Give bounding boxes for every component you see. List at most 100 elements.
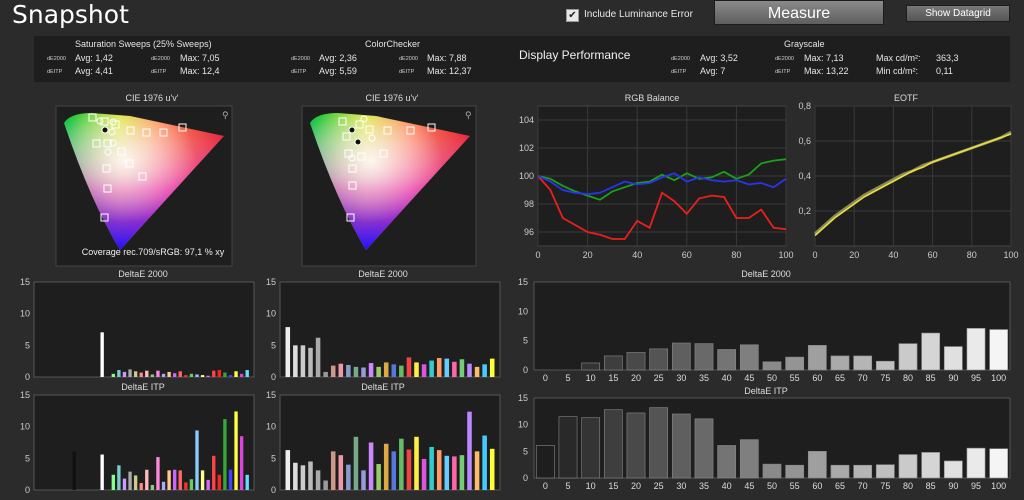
small1-title: DeltaE 2000 xyxy=(358,269,408,279)
bar xyxy=(239,373,244,377)
bar xyxy=(376,464,381,490)
bar xyxy=(223,419,227,490)
cie2-measured xyxy=(348,115,376,162)
measure-button[interactable]: Measure xyxy=(714,0,884,25)
x-tick-label: 100 xyxy=(778,250,793,260)
cc-key2: dEITP xyxy=(291,69,307,75)
bar xyxy=(178,470,182,490)
bar xyxy=(217,370,221,377)
plot-area xyxy=(279,394,501,491)
bar xyxy=(361,470,366,490)
gs-maxcd-value: 363,3 xyxy=(936,53,959,63)
bar xyxy=(330,365,336,377)
series-line-blue xyxy=(537,172,787,196)
bar xyxy=(581,362,601,371)
y-tick-label: 10 xyxy=(266,309,276,319)
cc-de2000-chart: DeltaE 2000 15 10 5 0 xyxy=(266,269,501,382)
y-tick-label: 15 xyxy=(20,277,30,287)
bar xyxy=(875,464,895,479)
eotf-grid xyxy=(814,105,1012,246)
bar xyxy=(323,480,328,490)
y-tick-label: 5 xyxy=(271,340,276,350)
y-tick-label: 5 xyxy=(25,340,30,350)
bar xyxy=(989,448,1009,479)
gs-mincd-value: 0,11 xyxy=(936,66,953,76)
y-tick-label: 0 xyxy=(25,485,30,495)
bar xyxy=(234,371,238,377)
x-tick-label: 15 xyxy=(608,481,618,491)
y-tick-label: 5 xyxy=(271,453,276,463)
bar xyxy=(853,355,873,371)
y-tick-label: 0,6 xyxy=(798,136,811,146)
bar xyxy=(399,365,404,377)
bar xyxy=(452,361,457,377)
bar xyxy=(139,483,143,490)
y-tick-label: 98 xyxy=(524,199,534,209)
show-datagrid-button[interactable]: Show Datagrid xyxy=(906,5,1010,22)
y-tick-label: 0,2 xyxy=(798,206,811,216)
bar xyxy=(467,411,472,490)
bar xyxy=(167,371,171,377)
x-tick-label: 25 xyxy=(654,481,664,491)
bar xyxy=(167,470,171,490)
bar xyxy=(173,373,177,377)
zoom-icon-2[interactable]: ⚲ xyxy=(465,110,472,120)
bar xyxy=(414,362,419,377)
x-tick-label: 100 xyxy=(991,373,1006,383)
y-tick-label: 102 xyxy=(519,143,534,153)
zoom-icon[interactable]: ⚲ xyxy=(222,110,229,120)
plot-area xyxy=(279,281,501,378)
bar xyxy=(206,375,210,377)
bar xyxy=(156,370,160,377)
cc-max1: Max: 7,88 xyxy=(427,53,467,63)
y-tick-label: 0 xyxy=(523,365,528,375)
gs-key1b: dE2000 xyxy=(775,56,794,62)
y-tick-label: 10 xyxy=(20,309,30,319)
x-tick-label: 40 xyxy=(722,481,732,491)
bar xyxy=(128,471,132,490)
bar xyxy=(581,417,601,479)
bar xyxy=(195,430,199,490)
bar xyxy=(785,464,805,479)
x-tick-label: 40 xyxy=(888,250,898,260)
bar xyxy=(406,449,412,490)
y-tick-label: 15 xyxy=(518,393,528,403)
cie2-title: CIE 1976 u'v' xyxy=(366,93,419,103)
bar xyxy=(353,366,359,377)
rgb-lines xyxy=(537,158,787,240)
cc-deitp-chart: DeltaE ITP 15 10 5 0 xyxy=(266,382,501,495)
sat-max2: Max: 12,4 xyxy=(180,66,220,76)
x-tick-label: 35 xyxy=(699,481,709,491)
bar xyxy=(762,463,782,479)
bar xyxy=(111,474,115,490)
bar xyxy=(100,332,104,377)
y-tick-label: 10 xyxy=(20,422,30,432)
x-tick-label: 45 xyxy=(744,373,754,383)
bar xyxy=(649,348,669,371)
bar xyxy=(694,418,714,479)
x-tick-label: 0 xyxy=(543,481,548,491)
bar xyxy=(161,481,166,490)
bar xyxy=(421,458,427,490)
gs-max1: Max: 7,13 xyxy=(804,53,844,63)
sat-max1: Max: 7,05 xyxy=(180,53,220,63)
gs-max2: Max: 13,22 xyxy=(804,66,849,76)
sat-title: Saturation Sweeps (25% Sweeps) xyxy=(75,39,212,49)
x-tick-label: 70 xyxy=(858,481,868,491)
luminance-checkbox[interactable]: ✔ xyxy=(566,9,579,22)
cie2-gamut xyxy=(310,113,470,250)
bar xyxy=(603,409,623,479)
bar xyxy=(353,436,359,490)
bar xyxy=(228,469,233,490)
bar xyxy=(626,412,646,479)
cie1-title: CIE 1976 u'v' xyxy=(126,93,179,103)
bar xyxy=(694,343,714,371)
rgb-title: RGB Balance xyxy=(625,93,680,103)
luminance-label[interactable]: Include Luminance Error xyxy=(584,9,693,20)
bar xyxy=(943,460,963,479)
x-tick-label: 30 xyxy=(676,373,686,383)
bar xyxy=(853,464,873,479)
x-tick-label: 85 xyxy=(926,481,936,491)
bar xyxy=(807,451,827,479)
x-tick-label: 40 xyxy=(722,373,732,383)
